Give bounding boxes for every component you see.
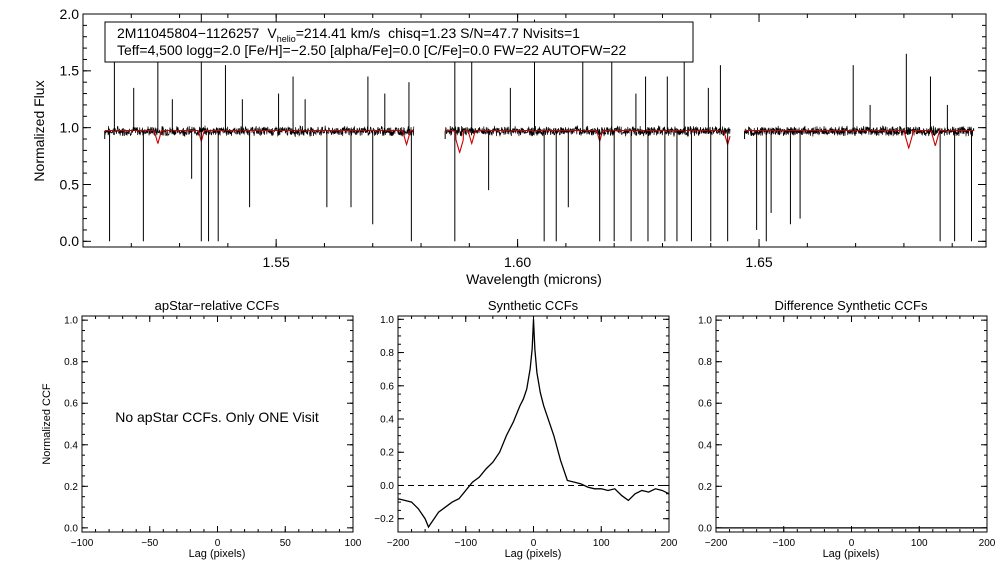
x-tick-label: 200: [979, 538, 996, 549]
synthetic-ccf-plot-area: [397, 319, 670, 529]
apstar-ccf-ylabel: Normalized CCF: [41, 383, 53, 465]
x-tick-label: −200: [705, 538, 728, 549]
y-tick-label: 1.0: [380, 315, 394, 326]
x-tick-label: 100: [345, 538, 362, 549]
y-tick-label: 0.8: [64, 357, 78, 368]
synthetic-ccf-xlabel: Lag (pixels): [505, 548, 562, 560]
y-tick-label: 0.0: [64, 523, 78, 534]
x-tick-label: 1.55: [263, 254, 290, 270]
model-spectrum-line: [104, 129, 414, 147]
x-tick-label: 1.60: [504, 254, 531, 270]
y-tick-label: 1.5: [60, 63, 80, 79]
spectrum-info-box: 2M11045804−1126257 Vhelio=214.41 km/s chis…: [104, 21, 694, 63]
x-tick-label: −100: [71, 538, 94, 549]
difference-ccf-xlabel: Lag (pixels): [823, 548, 880, 560]
x-tick-label: −100: [772, 538, 795, 549]
info-line-2: Teff=4,500 logg=2.0 [Fe/H]=−2.50 [alpha/…: [117, 42, 626, 58]
apstar-ccf-title: apStar−relative CCFs: [155, 298, 280, 313]
difference-ccf-title: Difference Synthetic CCFs: [775, 298, 928, 313]
y-tick-label: 0.8: [380, 348, 394, 359]
observed-spectrum-line: [104, 125, 415, 138]
apstar-ccf-panel: −100 −50 0 50 100 0.0 0.2 0.4 0.6 0.8 1.0 apStar−r…: [41, 298, 362, 560]
x-tick-label: 200: [661, 538, 678, 549]
spectrum-xlabel: Wavelength (microns): [466, 271, 602, 287]
synthetic-ccf-title: Synthetic CCFs: [488, 298, 579, 313]
y-tick-label: 0.0: [698, 523, 712, 534]
y-tick-label: −0.2: [374, 514, 394, 525]
spectrum-axes: 1.55 1.60 1.65 0.0 0.5 1.0 1.5 2.0: [60, 6, 986, 270]
x-tick-label: −50: [141, 538, 158, 549]
y-tick-label: 0.6: [380, 381, 394, 392]
y-tick-label: 0.0: [60, 233, 80, 249]
y-tick-label: 0.6: [698, 399, 712, 410]
y-tick-label: 0.4: [64, 440, 78, 451]
observed-spectrum-line: [444, 125, 731, 137]
info-box-frame: [104, 21, 694, 63]
info-line-1: 2M11045804−1126257 Vhelio=214.41 km/s chis…: [117, 25, 580, 44]
difference-ccf-frame: [715, 315, 988, 533]
apstar-ccf-annotation: No apStar CCFs. Only ONE Visit: [115, 409, 319, 425]
y-tick-label: 0.4: [698, 440, 712, 451]
y-tick-label: 0.4: [380, 415, 394, 426]
ccf-series-line: [397, 319, 670, 529]
x-tick-label: 0: [215, 538, 221, 549]
apstar-ccf-axes: −100 −50 0 50 100 0.0 0.2 0.4 0.6 0.8 1.0: [64, 316, 362, 549]
x-tick-label: −200: [387, 538, 410, 549]
x-tick-label: 1.65: [745, 254, 772, 270]
spectrum-panel: 1.55 1.60 1.65 0.0 0.5 1.0 1.5 2.0 2M11045804−1…: [31, 6, 987, 287]
y-tick-label: 0.6: [64, 399, 78, 410]
apstar-ccf-xlabel: Lag (pixels): [189, 548, 246, 560]
model-spectrum-line: [445, 129, 731, 154]
y-tick-label: 0.5: [60, 176, 80, 192]
y-tick-label: 1.0: [64, 316, 78, 327]
observed-spectrum-line: [744, 125, 975, 137]
y-tick-label: 1.0: [698, 316, 712, 327]
y-tick-label: 0.2: [698, 482, 712, 493]
y-tick-label: 0.0: [380, 481, 394, 492]
x-tick-label: 50: [280, 538, 292, 549]
y-tick-label: 0.2: [380, 448, 394, 459]
x-tick-label: −100: [454, 538, 477, 549]
x-tick-label: 0: [531, 538, 537, 549]
synthetic-ccf-axes: −200 −100 0 100 200 −0.2 0.0 0.2 0.4 0.6 0.8 1.0: [374, 315, 678, 549]
difference-ccf-axes: −200 −100 0 100 200 0.0 0.2 0.4 0.6 0.8 1.0: [698, 316, 996, 549]
spectrum-frame: [82, 13, 987, 248]
y-tick-label: 2.0: [60, 6, 80, 22]
y-tick-label: 0.8: [698, 357, 712, 368]
x-tick-label: 100: [593, 538, 610, 549]
x-tick-label: 0: [849, 538, 855, 549]
spectrum-ylabel: Normalized Flux: [31, 80, 47, 181]
y-tick-label: 1.0: [60, 120, 80, 136]
difference-ccf-panel: −200 −100 0 100 200 0.0 0.2 0.4 0.6 0.8 1.0 Differ…: [698, 298, 996, 560]
model-spectrum-line: [744, 129, 974, 150]
y-tick-label: 0.2: [64, 482, 78, 493]
synthetic-ccf-panel: −200 −100 0 100 200 −0.2 0.0 0.2 0.4 0.6 0.8 1.0 Sy…: [374, 298, 678, 560]
x-tick-label: 100: [911, 538, 928, 549]
